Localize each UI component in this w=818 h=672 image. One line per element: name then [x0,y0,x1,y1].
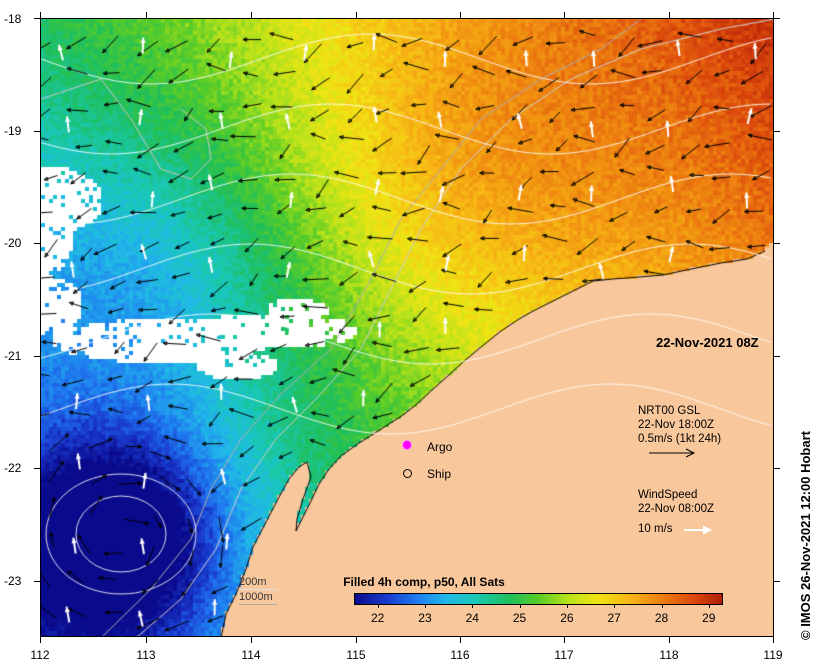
colorbar-tick [377,604,379,608]
colorbar-tick [519,604,521,608]
depth-1000m-line [239,604,277,605]
argo-marker-icon [403,441,411,449]
colorbar-tick [566,604,568,608]
lon-tick [564,637,565,643]
current-scale-arrow-icon [649,448,696,458]
lat-tick-right [774,468,780,469]
lat-tick [34,468,40,469]
wind-legend-time: 22-Nov 08:00Z [638,503,715,515]
lat-tick [34,243,40,244]
lon-tick [669,637,670,643]
lon-tick-top [564,12,565,18]
lon-label-115: 115 [346,648,366,662]
lat-tick [34,18,40,19]
lon-label-117: 117 [554,648,574,662]
colorbar-tick-label: 25 [512,611,527,625]
wind-legend-title: WindSpeed [638,489,698,501]
colorbar-title: Filled 4h comp, p50, All Sats [343,575,505,589]
imos-credit: © IMOS 26-Nov-2021 12:00 Hobart [798,431,813,640]
colorbar-tick [472,604,474,608]
lon-label-118: 118 [659,648,679,662]
lon-label-112: 112 [30,648,50,662]
lon-label-119: 119 [763,648,783,662]
lat-label-22: -22 [4,461,22,475]
colorbar-tick-label: 22 [370,611,385,625]
lat-tick-right [774,356,780,357]
lon-tick-top [669,12,670,18]
depth-1000m-label: 1000m [239,591,273,603]
lon-tick [146,637,147,643]
colorbar-tick-label: 24 [465,611,479,625]
colorbar-tick [661,604,663,608]
ship-legend-label: Ship [427,467,452,481]
colorbar-tick-label: 28 [654,611,669,625]
lon-label-114: 114 [241,648,261,662]
colorbar-tick-label: 27 [607,611,621,625]
sst-colorbar [354,593,723,605]
sst-field-map[interactable] [41,19,773,636]
sst-map-frame [40,18,774,637]
colorbar-tick [424,604,426,608]
colorbar-tick-label: 29 [702,611,716,625]
current-legend-title: NRT00 GSL [638,405,701,417]
colorbar-tick [708,604,710,608]
lon-label-113: 113 [136,648,156,662]
lat-label-19: -19 [4,124,22,138]
current-legend-time: 22-Nov 18:00Z [638,419,715,431]
lat-tick [34,581,40,582]
lat-label-20: -20 [4,236,22,250]
lon-tick [460,637,461,643]
lat-label-23: -23 [4,574,22,588]
lat-label-21: -21 [4,349,22,363]
lon-tick [251,637,252,643]
lat-tick [34,356,40,357]
ship-marker-icon [403,469,412,478]
wind-legend-scale: 10 m/s [638,523,673,535]
lon-tick-top [460,12,461,18]
current-legend-scale: 0.5m/s (1kt 24h) [638,433,722,445]
wind-scale-arrow-icon [684,525,712,535]
lon-tick-top [251,12,252,18]
lat-tick-right [774,131,780,132]
lat-tick-right [774,18,780,19]
lat-tick [34,131,40,132]
colorbar-tick [614,604,616,608]
lon-tick-top [773,12,774,18]
depth-200m-label: 200m [239,576,267,588]
lon-label-116: 116 [450,648,470,662]
lat-tick-right [774,243,780,244]
lon-tick [40,637,41,643]
lon-tick-top [40,12,41,18]
argo-legend-label: Argo [427,440,453,454]
colorbar-tick-label: 26 [560,611,574,625]
lon-tick [356,637,357,643]
lon-tick-top [356,12,357,18]
map-timestamp: 22-Nov-2021 08Z [656,335,759,350]
colorbar-tick-label: 23 [418,611,432,625]
lon-tick-top [146,12,147,18]
lon-tick [773,637,774,643]
lat-label-18: -18 [4,12,22,26]
depth-200m-line [239,589,277,590]
lat-tick-right [774,581,780,582]
